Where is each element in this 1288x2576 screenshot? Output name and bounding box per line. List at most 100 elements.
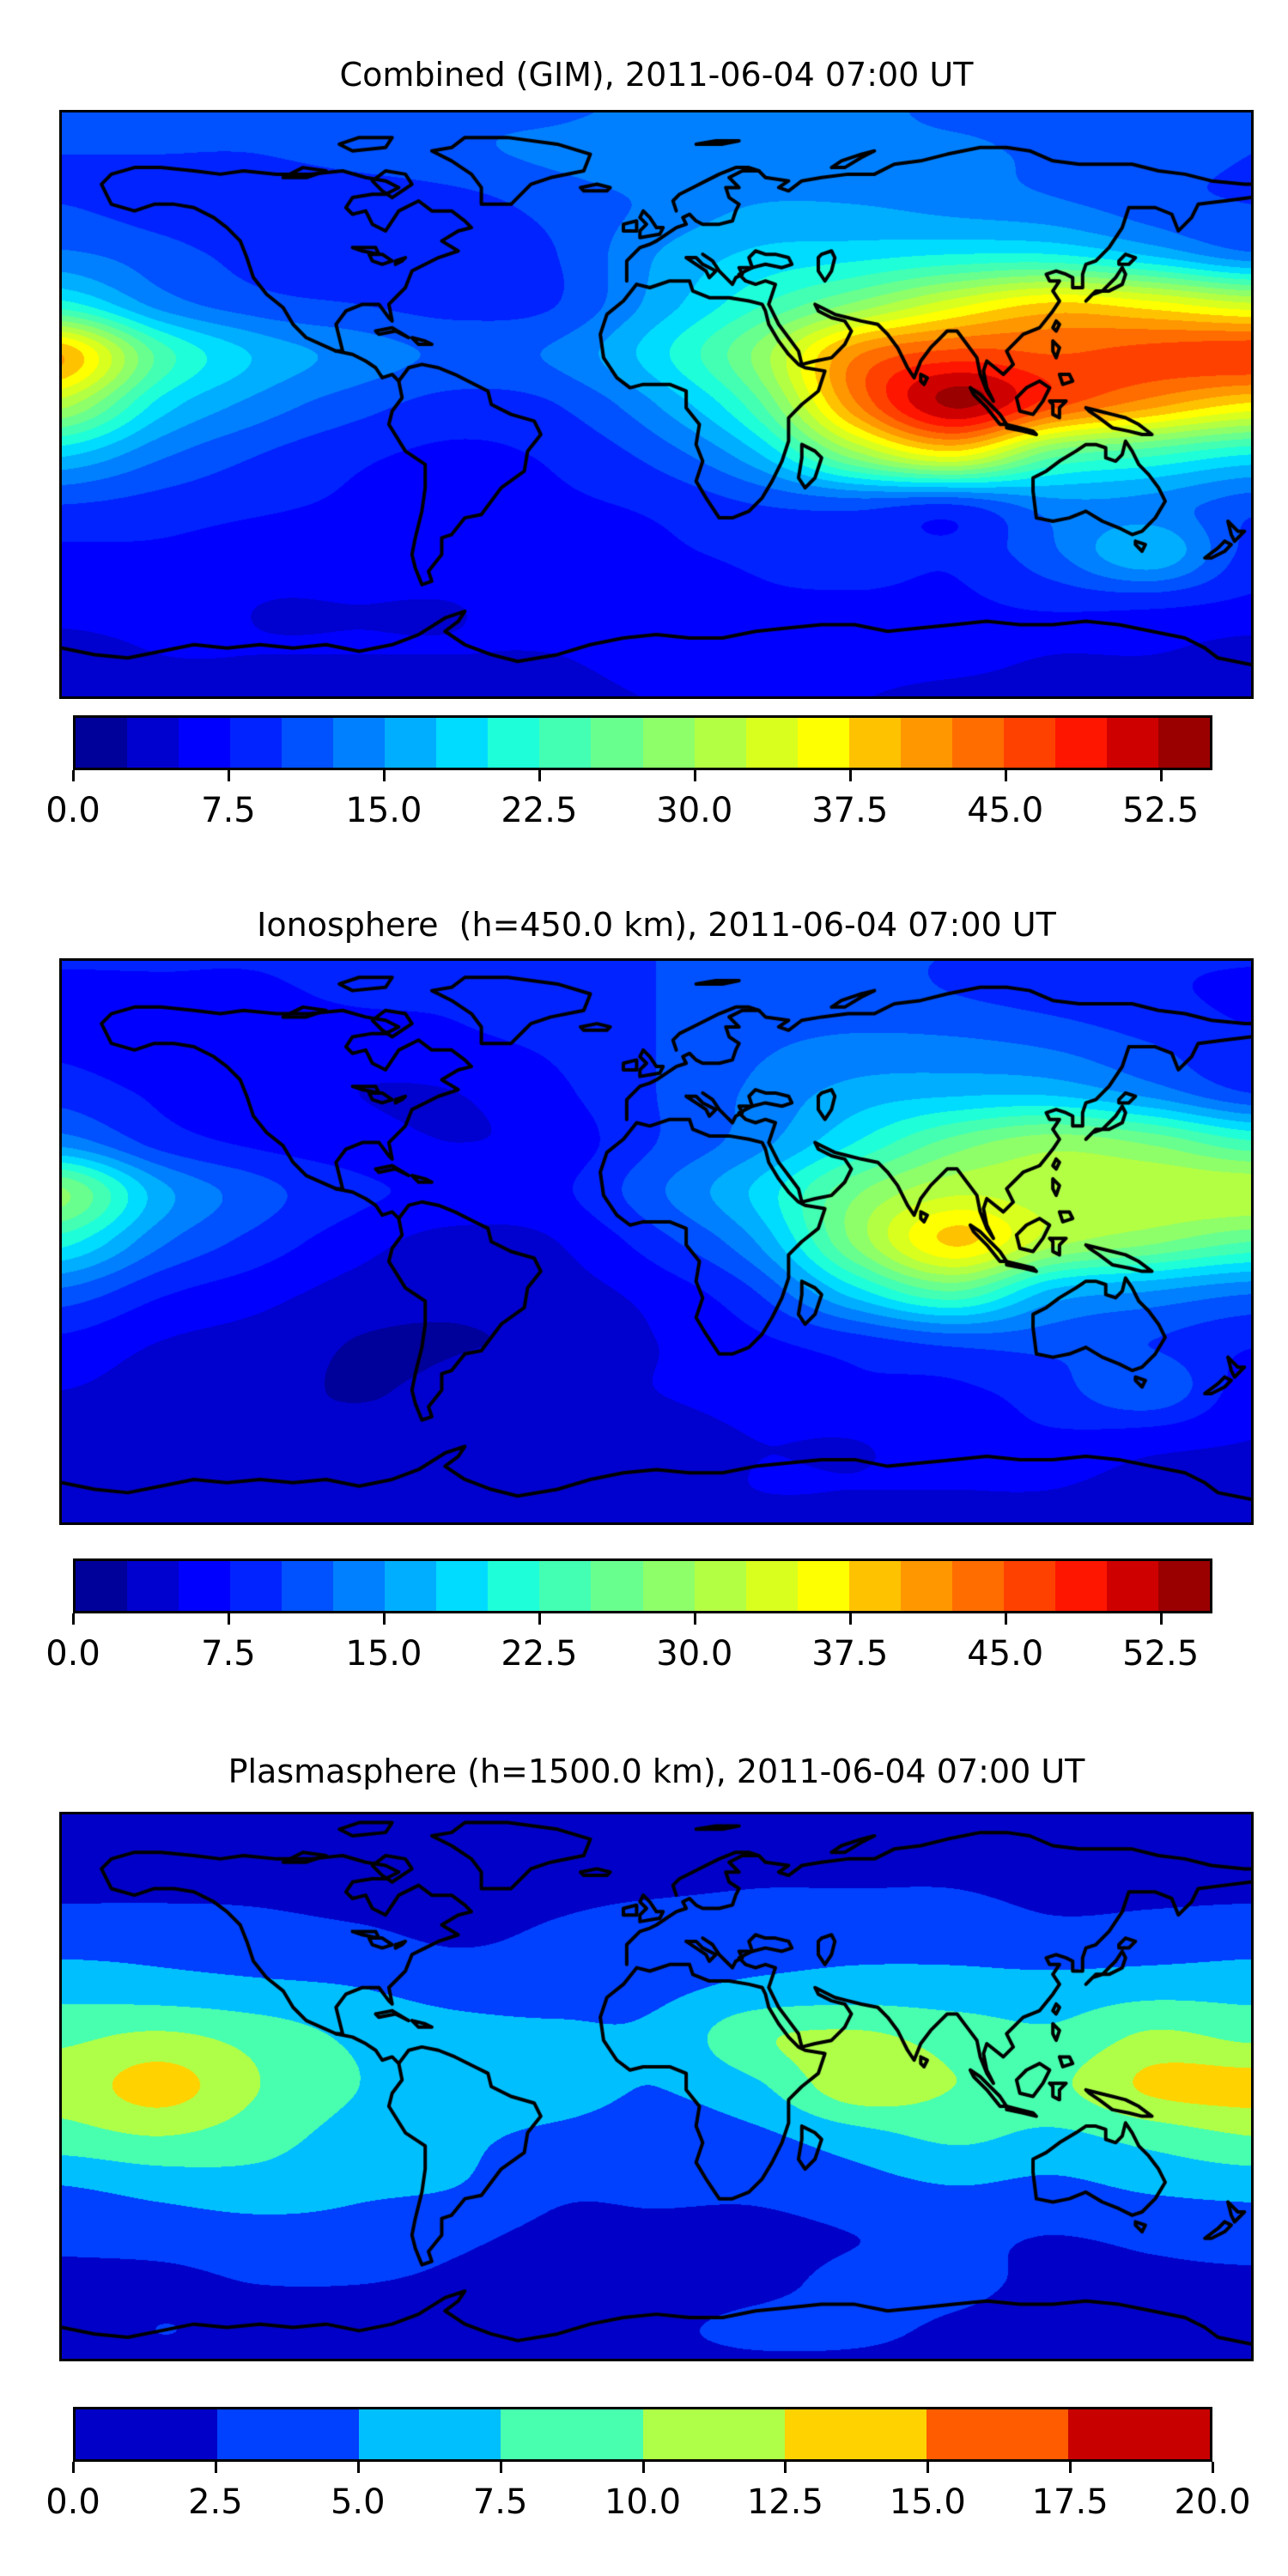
colorbar-band — [591, 1561, 643, 1611]
colorbar-tick — [538, 1613, 541, 1625]
colorbar-band — [179, 718, 231, 768]
colorbar-band — [76, 2409, 218, 2459]
colorbar-bands — [73, 715, 1212, 770]
colorbar-tick — [848, 1613, 852, 1625]
map-ionosphere — [59, 958, 1254, 1525]
colorbar-band — [230, 1561, 283, 1611]
colorbar-tick-label: 30.0 — [656, 791, 733, 830]
colorbar-band — [1157, 718, 1211, 768]
colorbar-band — [784, 2409, 927, 2459]
panel-title-ionosphere: Ionosphere (h=450.0 km), 2011-06-04 07:0… — [257, 906, 1056, 944]
colorbar-tick — [693, 1613, 696, 1625]
colorbar-tick-label: 30.0 — [656, 1634, 733, 1674]
colorbar-band — [848, 1561, 901, 1611]
colorbar-band — [1157, 1561, 1211, 1611]
colorbar-tick-label: 22.5 — [501, 1634, 578, 1674]
colorbar-band — [951, 718, 1004, 768]
colorbar-tick-label: 15.0 — [345, 1634, 422, 1674]
colorbar-band — [797, 718, 849, 768]
colorbar-tick-label: 7.5 — [472, 2482, 528, 2522]
colorbar-tick — [72, 1613, 75, 1625]
panel-title-combined: Combined (GIM), 2011-06-04 07:00 UT — [339, 56, 974, 94]
colorbar-tick — [382, 1613, 386, 1625]
colorbar-tick — [538, 770, 541, 781]
colorbar-band — [127, 718, 179, 768]
colorbar-tick-label: 0.0 — [46, 2482, 100, 2522]
colorbar-tick — [1212, 2462, 1214, 2473]
colorbar-tick — [1069, 2462, 1072, 2473]
colorbar-band — [385, 1561, 437, 1611]
colorbar-band — [76, 718, 128, 768]
colorbar-band — [1106, 1561, 1158, 1611]
map-canvas-ionosphere — [62, 961, 1251, 1522]
colorbar-tick-label: 52.5 — [1122, 791, 1200, 830]
map-canvas-plasmasphere — [62, 1814, 1251, 2359]
colorbar-tick — [214, 2462, 217, 2473]
colorbar-band — [539, 718, 592, 768]
colorbar-band — [76, 1561, 128, 1611]
colorbar-tick — [382, 770, 386, 781]
colorbar-band — [642, 1561, 695, 1611]
map-plasmasphere — [59, 1812, 1254, 2361]
colorbar-tick — [693, 770, 696, 781]
colorbar-tick — [356, 2462, 360, 2473]
colorbar-band — [333, 718, 386, 768]
colorbar-bands — [73, 2407, 1212, 2462]
colorbar-tick — [1159, 1613, 1163, 1625]
colorbar-band — [436, 1561, 489, 1611]
colorbar-band — [488, 1561, 540, 1611]
colorbar-band — [694, 1561, 746, 1611]
colorbar-tick-label: 0.0 — [46, 1634, 100, 1674]
colorbar-combined: 0.0 7.5 15.0 22.5 30.0 37.5 45.0 52.5 — [46, 715, 1212, 853]
colorbar-tick-label: 12.5 — [746, 2482, 823, 2522]
colorbar-band — [282, 718, 334, 768]
colorbar-bands — [73, 1558, 1212, 1613]
colorbar-band — [797, 1561, 849, 1611]
colorbar-plasmasphere: 0.0 2.5 5.0 7.5 10.0 12.5 15.0 17.5 20.0 — [46, 2407, 1251, 2544]
colorbar-band — [951, 1561, 1004, 1611]
colorbar-tick-label: 7.5 — [201, 1634, 256, 1674]
colorbar-tick-label: 7.5 — [201, 791, 256, 830]
colorbar-tick — [72, 770, 75, 781]
colorbar-band — [1003, 1561, 1055, 1611]
colorbar-band — [1106, 718, 1158, 768]
colorbar-tick — [1004, 770, 1007, 781]
colorbar-band — [333, 1561, 386, 1611]
colorbar-tick-label: 2.5 — [188, 2482, 243, 2522]
colorbar-tick — [848, 770, 852, 781]
colorbar-band — [488, 718, 540, 768]
colorbar-band — [1054, 1561, 1107, 1611]
colorbar-tick-label: 45.0 — [967, 1634, 1044, 1674]
colorbar-tick-label: 37.5 — [811, 1634, 889, 1674]
colorbar-band — [694, 718, 746, 768]
colorbar-band — [926, 2409, 1068, 2459]
colorbar-tick-label: 5.0 — [330, 2482, 386, 2522]
colorbar-band — [436, 718, 489, 768]
panel-title-plasmasphere: Plasmasphere (h=1500.0 km), 2011-06-04 0… — [228, 1753, 1085, 1790]
colorbar-band — [900, 1561, 952, 1611]
colorbar-band — [848, 718, 901, 768]
colorbar-tick-label: 15.0 — [345, 791, 422, 830]
colorbar-ionosphere: 0.0 7.5 15.0 22.5 30.0 37.5 45.0 52.5 — [46, 1558, 1212, 1696]
colorbar-band — [501, 2409, 643, 2459]
colorbar-tick — [1004, 1613, 1007, 1625]
colorbar-band — [385, 718, 437, 768]
colorbar-tick-label: 37.5 — [811, 791, 889, 830]
colorbar-band — [359, 2409, 501, 2459]
colorbar-band — [1067, 2409, 1210, 2459]
colorbar-tick — [227, 770, 230, 781]
colorbar-tick — [227, 1613, 230, 1625]
colorbar-band — [230, 718, 283, 768]
colorbar-band — [127, 1561, 179, 1611]
colorbar-tick-label: 22.5 — [501, 791, 578, 830]
colorbar-tick-label: 10.0 — [604, 2482, 682, 2522]
colorbar-band — [1003, 718, 1055, 768]
colorbar-band — [900, 718, 952, 768]
colorbar-tick-label: 45.0 — [967, 791, 1044, 830]
colorbar-band — [179, 1561, 231, 1611]
colorbar-tick-label: 15.0 — [889, 2482, 966, 2522]
colorbar-tick — [641, 2462, 645, 2473]
colorbar-tick-label: 20.0 — [1174, 2482, 1251, 2522]
colorbar-band — [642, 718, 695, 768]
colorbar-band — [745, 1561, 798, 1611]
